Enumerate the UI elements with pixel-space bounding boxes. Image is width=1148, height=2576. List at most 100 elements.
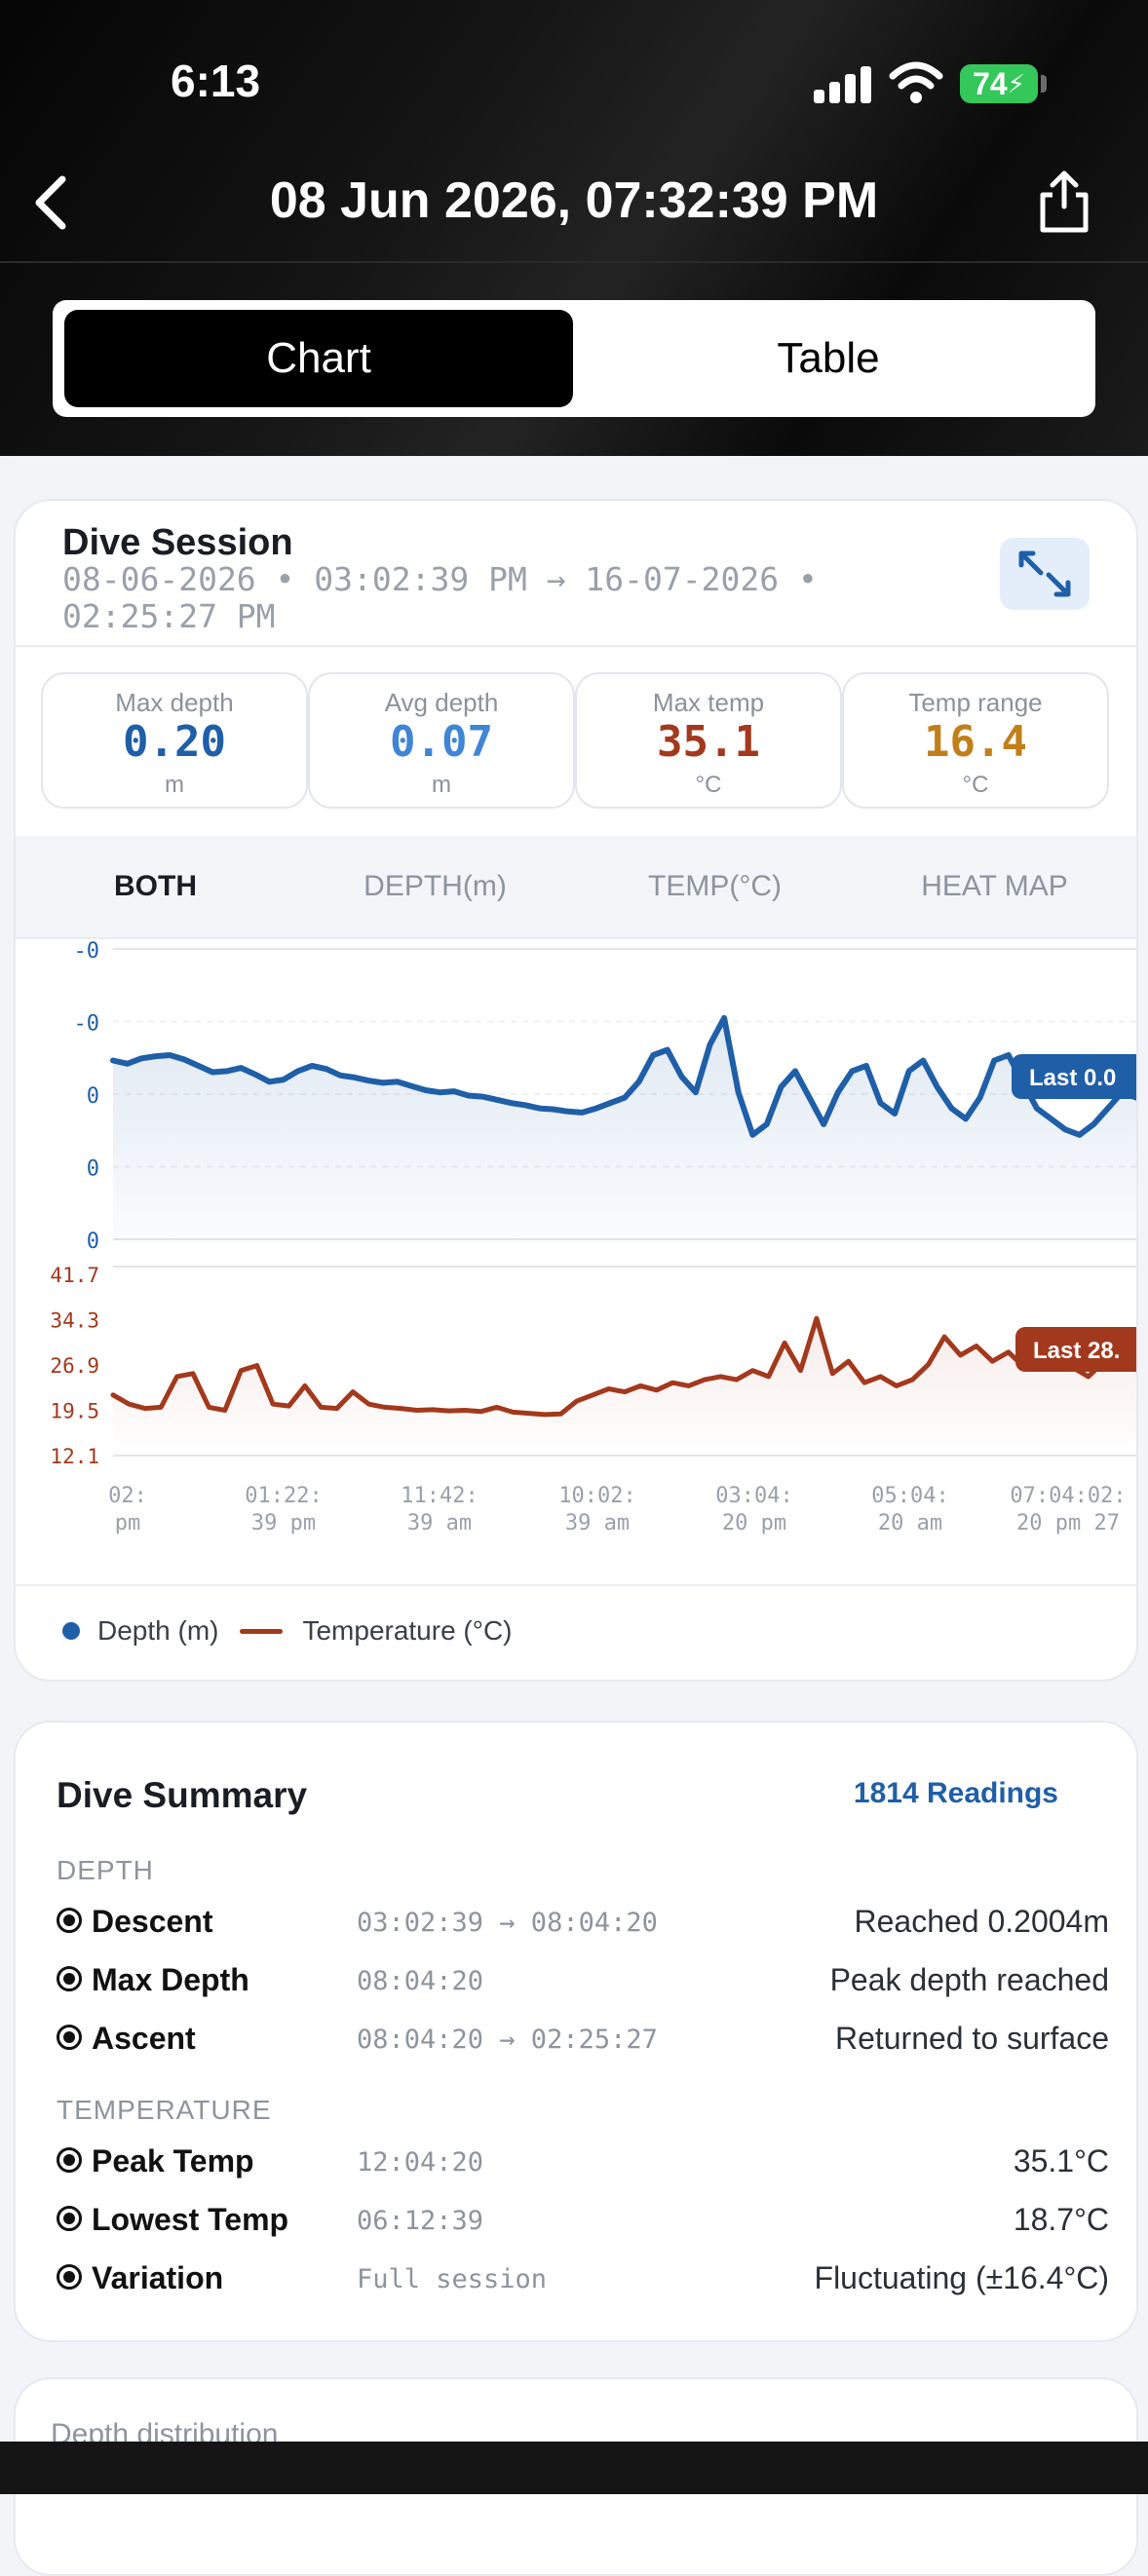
back-chevron-icon[interactable]	[27, 173, 76, 232]
row-name: Max Depth	[92, 1962, 249, 1997]
summary-row-descent: Descent 03:02:39 → 08:04:20 Reached 0.20…	[57, 1904, 1109, 1943]
x-tick-label: 20 am	[878, 1511, 942, 1535]
stat-value: 0.20	[123, 717, 226, 767]
x-tick-label: 02:	[108, 1484, 147, 1508]
x-tick-label: 20 pm 27	[1016, 1511, 1120, 1535]
radio-icon	[57, 1966, 82, 1991]
dive-chart[interactable]: -0 -0 0 0 0 Last 0.0 41.7 34.3 26.9 19.5 12.1 Last …	[16, 937, 1136, 1596]
x-tick-label: 39 pm	[251, 1511, 316, 1535]
stat-unit: °C	[695, 772, 722, 798]
row-name: Ascent	[92, 2021, 196, 2056]
stat-max-depth: Max depth 0.20 m	[41, 672, 308, 809]
legend-depth-marker	[62, 1622, 80, 1640]
section-depth: DEPTH	[57, 1855, 154, 1885]
row-desc: Peak depth reached	[829, 1962, 1109, 1997]
row-time: 08:04:20	[357, 1966, 484, 1996]
summary-title: Dive Summary	[57, 1775, 308, 1815]
row-name: Variation	[92, 2260, 224, 2295]
row-name: Peak Temp	[92, 2143, 254, 2178]
summary-row-max-depth: Max Depth 08:04:20 Peak depth reached	[57, 1962, 1109, 2001]
cellular-signal-icon	[814, 64, 872, 103]
battery-icon: 74 ⚡	[960, 64, 1038, 103]
chart-tabs: BOTH DEPTH(m) TEMP(°C) HEAT MAP	[16, 836, 1136, 937]
tab-temp[interactable]: TEMP(°C)	[648, 870, 782, 902]
x-tick-label: 10:02:	[558, 1484, 635, 1508]
temp-y-tick-label: 34.3	[50, 1309, 99, 1333]
summary-row-peak-temp: Peak Temp 12:04:20 35.1°C	[57, 2143, 1109, 2182]
stat-avg-depth: Avg depth 0.07 m	[308, 672, 575, 809]
dive-summary-card: Dive Summary 1814 Readings DEPTH Descent…	[14, 1721, 1138, 2342]
temp-series-line	[110, 1315, 1136, 1418]
row-name: Lowest Temp	[92, 2202, 289, 2237]
summary-row-lowest-temp: Lowest Temp 06:12:39 18.7°C	[57, 2202, 1109, 2241]
readings-count[interactable]: 1814 Readings	[853, 1777, 1058, 1809]
row-time: Full session	[357, 2264, 548, 2294]
stat-unit: m	[165, 772, 184, 798]
home-indicator-area	[0, 2442, 1148, 2494]
stat-label: Avg depth	[384, 688, 499, 717]
x-tick-label: 05:04:	[871, 1484, 948, 1508]
depth-y-tick-label: 0	[87, 1157, 99, 1182]
row-time: 08:04:20 → 02:25:27	[357, 2025, 658, 2055]
depth-y-tick-label: -0	[74, 939, 100, 964]
stat-max-temp: Max temp 35.1 °C	[575, 672, 842, 809]
row-time: 06:12:39	[357, 2206, 484, 2236]
x-tick-label: 03:04:	[715, 1484, 792, 1508]
depth-area	[113, 1017, 1136, 1239]
row-desc: 18.7°C	[1013, 2202, 1109, 2237]
stat-value: 16.4	[924, 717, 1027, 767]
stat-temp-range: Temp range 16.4 °C	[842, 672, 1109, 809]
temp-y-tick-label: 12.1	[50, 1445, 99, 1468]
stat-label: Max depth	[115, 688, 234, 717]
status-bar: 6:13 74 ⚡	[0, 0, 1148, 166]
stat-value: 0.07	[390, 717, 493, 767]
depth-y-tick-label: -0	[74, 1012, 100, 1037]
temp-y-tick-label: 19.5	[50, 1400, 99, 1423]
expand-button[interactable]	[1000, 538, 1090, 610]
x-tick-label: 39 am	[407, 1511, 472, 1535]
x-tick-label: 07:04:02:	[1010, 1484, 1126, 1508]
temp-last-badge	[1015, 1327, 1136, 1372]
wifi-icon	[889, 61, 943, 103]
temp-y-tick-label: 26.9	[50, 1354, 99, 1378]
tab-depth[interactable]: DEPTH(m)	[364, 870, 507, 902]
depth-last-badge	[1012, 1054, 1136, 1099]
x-tick-label: 11:42:	[401, 1484, 478, 1508]
table-toggle-button[interactable]: Table	[777, 334, 880, 382]
row-name: Descent	[92, 1904, 213, 1939]
status-time: 6:13	[171, 56, 261, 106]
x-tick-label: pm	[115, 1511, 141, 1535]
row-desc: 35.1°C	[1013, 2143, 1109, 2178]
tab-both[interactable]: BOTH	[114, 870, 197, 902]
row-time: 12:04:20	[357, 2147, 484, 2178]
chart-toggle-button[interactable]: Chart	[64, 310, 573, 407]
radio-icon	[57, 2206, 82, 2231]
depth-y-tick-label: 0	[87, 1230, 99, 1254]
stat-label: Temp range	[908, 688, 1043, 717]
row-desc: Reached 0.2004m	[854, 1904, 1109, 1939]
stat-unit: m	[432, 772, 451, 798]
chart-legend: Depth (m) Temperature (°C)	[62, 1611, 513, 1650]
radio-icon	[57, 2147, 82, 2173]
session-range: 08-06-2026 • 03:02:39 PM → 16-07-2026 • …	[62, 561, 861, 635]
session-range-line1: 08-06-2026 • 03:02:39 PM → 16-07-2026 •	[62, 560, 818, 598]
x-tick-label: 20 pm	[722, 1511, 786, 1535]
temp-area	[113, 1318, 1136, 1456]
radio-icon	[57, 1908, 82, 1933]
temp-last-badge-label: Last 28.	[1033, 1338, 1120, 1364]
battery-level: 74	[973, 65, 1008, 101]
depth-y-tick-label: 0	[87, 1084, 99, 1109]
divider	[16, 937, 1136, 939]
row-desc: Fluctuating (±16.4°C)	[814, 2260, 1109, 2295]
radio-icon	[57, 2025, 82, 2050]
stat-value: 35.1	[657, 717, 760, 767]
x-tick-label: 01:22:	[245, 1484, 322, 1508]
battery-tip	[1041, 75, 1047, 93]
legend-depth: Depth (m)	[97, 1615, 219, 1646]
tab-heat-map[interactable]: HEAT MAP	[921, 870, 1068, 902]
summary-row-variation: Variation Full session Fluctuating (±16.…	[57, 2260, 1109, 2299]
share-icon[interactable]	[1031, 168, 1097, 236]
nav-divider	[0, 261, 1148, 263]
expand-icon	[1018, 550, 1071, 597]
session-range-line2: 02:25:27 PM	[62, 597, 276, 635]
